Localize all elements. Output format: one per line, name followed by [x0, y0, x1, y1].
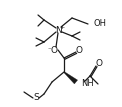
Text: OH: OH	[93, 19, 106, 27]
Text: NH: NH	[81, 80, 94, 88]
Text: N: N	[55, 25, 61, 34]
Text: S: S	[33, 94, 39, 103]
Text: O: O	[76, 45, 82, 54]
Text: O: O	[51, 45, 57, 54]
Polygon shape	[64, 72, 78, 84]
Text: O: O	[96, 59, 102, 68]
Text: +: +	[59, 25, 65, 30]
Text: ⁻: ⁻	[47, 47, 51, 53]
